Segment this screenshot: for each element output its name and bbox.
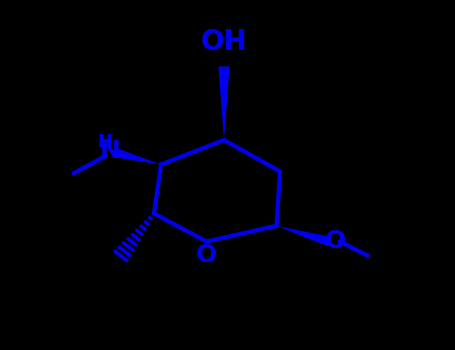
Text: O: O [325, 229, 346, 253]
Text: H: H [97, 133, 112, 152]
Polygon shape [112, 147, 161, 164]
Text: OH: OH [201, 28, 248, 56]
Text: O: O [196, 244, 217, 267]
Polygon shape [218, 66, 230, 140]
Polygon shape [277, 226, 330, 246]
Text: N: N [100, 139, 121, 162]
